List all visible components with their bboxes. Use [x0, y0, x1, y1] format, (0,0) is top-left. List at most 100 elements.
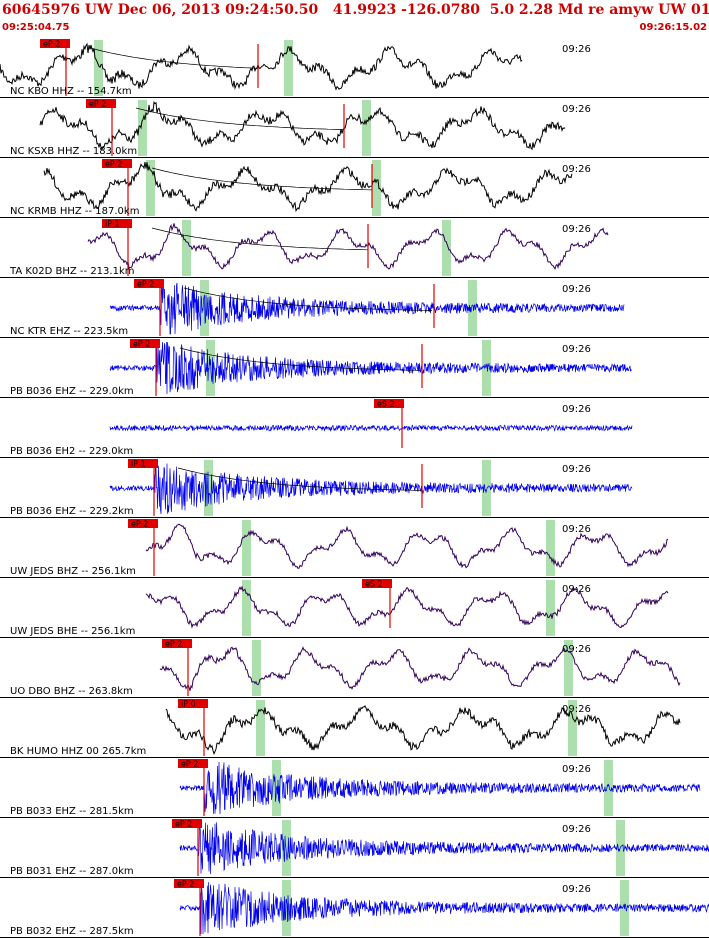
- pick-label: eP 2: [175, 820, 192, 829]
- time-tick-label: 09:26: [562, 104, 591, 115]
- pick-label: eP 2: [181, 760, 198, 769]
- pick-flag: [102, 219, 132, 228]
- pick-flag: [162, 639, 192, 648]
- phase-window: [564, 640, 573, 696]
- waveform-trace: [159, 646, 681, 691]
- phase-window: [282, 880, 291, 936]
- time-tick-label: 09:26: [562, 344, 591, 355]
- coda-decay-curve: [151, 167, 373, 191]
- waveform-trace: [39, 101, 566, 151]
- station-label: PB B036 EHZ -- 229.0km: [10, 386, 134, 397]
- pick-flag: [102, 159, 132, 168]
- phase-window: [546, 580, 555, 636]
- time-tick-label: 09:26: [562, 764, 591, 775]
- station-label: PB B032 EHZ -- 287.5km: [10, 926, 134, 937]
- pick-flag: [174, 879, 204, 888]
- time-tick-label: 09:26: [562, 44, 591, 55]
- start-time-label: 09:25:04.75: [2, 22, 70, 33]
- phase-window: [546, 520, 555, 576]
- station-label: NC KTR EHZ -- 223.5km: [10, 326, 128, 337]
- pick-label: eS 2: [365, 580, 383, 589]
- station-label: PB B036 EHZ -- 229.2km: [10, 506, 134, 517]
- phase-window: [482, 340, 491, 396]
- station-label: PB B036 EH2 -- 229.0km: [10, 446, 133, 457]
- pick-flag: [86, 99, 116, 108]
- station-label: UW JEDS BHE -- 256.1km: [10, 626, 135, 637]
- coda-decay-curve: [151, 227, 369, 251]
- pick-label: iP 1: [105, 220, 120, 229]
- pick-label: eP 2: [43, 40, 60, 49]
- waveform-trace: [145, 523, 669, 569]
- station-label: UO DBO BHZ -- 263.8km: [10, 686, 133, 697]
- waveform-trace: [0, 42, 523, 91]
- time-tick-label: 09:26: [562, 524, 591, 535]
- phase-window: [182, 220, 191, 276]
- pick-flag: [130, 339, 160, 348]
- time-tick-label: 09:26: [562, 464, 591, 475]
- phase-window: [442, 220, 451, 276]
- phase-window: [372, 160, 381, 216]
- seismogram-plot: eP 2 09:26 NC KBO HHZ -- 154.7km eP 2 09:26 N…: [0, 39, 709, 938]
- time-tick-label: 09:26: [562, 404, 591, 415]
- pick-flag: [172, 819, 202, 828]
- station-label: NC KBO HHZ -- 154.7km: [10, 86, 132, 97]
- coda-decay-curve: [135, 107, 345, 130]
- time-tick-label: 09:26: [562, 584, 591, 595]
- waveform-trace: [43, 161, 573, 213]
- event-header-title: 60645976 UW Dec 06, 2013 09:24:50.50 41.…: [2, 2, 709, 18]
- phase-window: [256, 700, 265, 756]
- phase-window: [242, 580, 251, 636]
- time-tick-label: 09:26: [562, 284, 591, 295]
- pick-label: eP 2: [137, 280, 154, 289]
- pick-label: iP 0: [181, 700, 196, 709]
- pick-label: eP 2: [89, 100, 106, 109]
- pick-flag: [362, 579, 392, 588]
- station-label: BK HUMO HHZ 00 265.7km: [10, 746, 146, 757]
- phase-window: [94, 40, 103, 96]
- pick-label: eP 2: [165, 640, 182, 649]
- pick-flag: [178, 699, 208, 708]
- waveform-trace: [109, 280, 625, 335]
- waveform-trace: [179, 761, 701, 815]
- pick-label: eP 2: [177, 880, 194, 889]
- phase-window: [282, 820, 291, 876]
- time-tick-label: 09:26: [562, 644, 591, 655]
- time-tick-label: 09:26: [562, 224, 591, 235]
- pick-label: eS 2: [377, 400, 395, 409]
- pick-flag: [178, 759, 208, 768]
- time-tick-label: 09:26: [562, 884, 591, 895]
- phase-window: [604, 760, 613, 816]
- phase-window: [138, 100, 147, 156]
- station-label: PB B031 EHZ -- 287.0km: [10, 866, 134, 877]
- phase-window: [284, 40, 293, 96]
- coda-decay-curve: [183, 287, 433, 311]
- coda-decay-curve: [179, 347, 420, 371]
- waveform-trace: [145, 585, 669, 629]
- pick-label: eP 2: [131, 520, 148, 529]
- time-tick-label: 09:26: [562, 824, 591, 835]
- waveform-trace: [165, 705, 681, 755]
- waveform-trace: [109, 341, 632, 395]
- phase-window: [362, 100, 371, 156]
- time-tick-label: 09:26: [562, 164, 591, 175]
- station-label: UW JEDS BHZ -- 256.1km: [10, 566, 136, 577]
- phase-window: [242, 520, 251, 576]
- waveform-trace: [109, 463, 633, 515]
- coda-decay-curve: [177, 467, 423, 491]
- phase-window: [252, 640, 261, 696]
- station-label: TA K02D BHZ -- 213.1km: [9, 266, 134, 277]
- pick-label: eP 2: [133, 340, 150, 349]
- phase-window: [146, 160, 155, 216]
- pick-flag: [128, 519, 158, 528]
- end-time-label: 09:26:15.02: [639, 22, 707, 33]
- phase-window: [468, 280, 477, 336]
- station-label: PB B033 EHZ -- 281.5km: [10, 806, 134, 817]
- station-label: NC KRMB HHZ -- 187.0km: [10, 206, 139, 217]
- phase-window: [568, 700, 577, 756]
- coda-decay-curve: [89, 47, 259, 69]
- time-tick-label: 09:26: [562, 704, 591, 715]
- waveform-trace: [87, 223, 609, 270]
- pick-label: eP 2: [105, 160, 122, 169]
- waveform-trace: [179, 822, 709, 875]
- pick-flag: [134, 279, 164, 288]
